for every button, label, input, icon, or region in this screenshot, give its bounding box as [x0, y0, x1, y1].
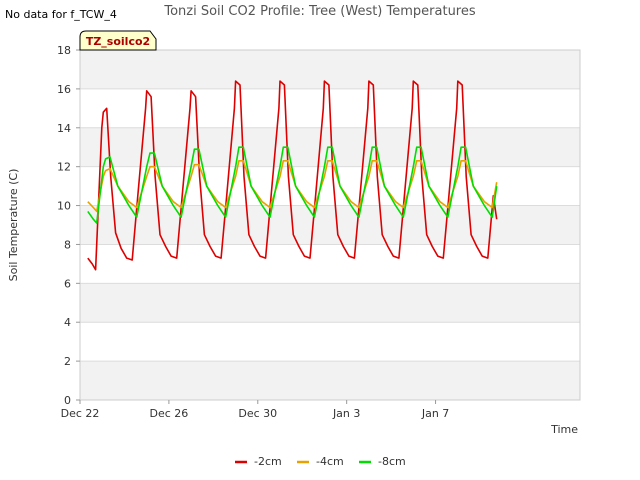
grid-band [80, 361, 580, 400]
series-line-8cm [87, 146, 498, 224]
x-tick-label: Jan 7 [421, 407, 449, 420]
series-line-4cm [87, 160, 498, 213]
y-tick-label: 6 [64, 277, 71, 290]
legend-label: -2cm [254, 455, 282, 468]
grid-band [80, 283, 580, 323]
y-tick-label: 2 [64, 355, 71, 368]
y-tick-label: 12 [57, 161, 71, 174]
y-tick-label: 14 [57, 122, 71, 135]
x-tick-label: Dec 30 [238, 407, 277, 420]
y-tick-label: 18 [57, 44, 71, 57]
tick-labels: 0 2 4 6 8 10 12 14 16 18 Dec 22 Dec 26 Dec 30 Jan 3 Ja… [57, 44, 449, 420]
y-tick-label: 10 [57, 200, 71, 213]
x-axis-label: Time [550, 423, 578, 436]
axes [79, 49, 581, 401]
badge: TZ_soilco2 [79, 30, 157, 51]
y-tick-label: 0 [64, 394, 71, 407]
x-tick-label: Jan 3 [332, 407, 360, 420]
x-tick-label: Dec 26 [149, 407, 188, 420]
chart-title: Tonzi Soil CO2 Profile: Tree (West) Temp… [163, 4, 476, 19]
y-tick-label: 4 [64, 316, 71, 329]
legend: -2cm -4cm -8cm [235, 455, 406, 468]
badge-box [79, 30, 157, 51]
grid-band [80, 50, 580, 89]
y-tick-label: 8 [64, 238, 71, 251]
grid-band [80, 205, 580, 245]
no-data-note: No data for f_TCW_4 [5, 8, 117, 21]
y-tick-label: 16 [57, 83, 71, 96]
x-tick-label: Dec 22 [61, 407, 100, 420]
plot-border [79, 49, 581, 401]
legend-label: -8cm [378, 455, 406, 468]
series-line-2cm [87, 80, 498, 271]
series-lines [87, 80, 498, 271]
y-axis-label: Soil Temperature (C) [7, 169, 20, 282]
badge-label: TZ_soilco2 [86, 35, 150, 48]
legend-label: -4cm [316, 455, 344, 468]
